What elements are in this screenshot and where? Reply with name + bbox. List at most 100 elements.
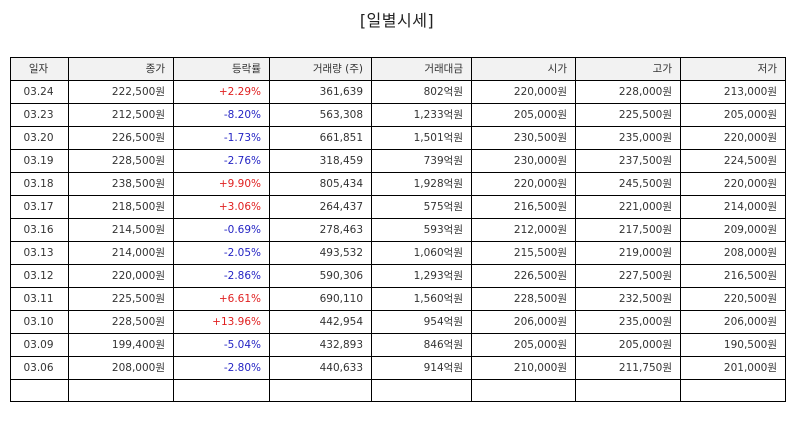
- table-row: 03.06 208,000원 -2.80% 440,633 914억원 210,000원 2…: [10, 356, 786, 380]
- table-row: 03.16 214,500원 -0.69% 278,463 593억원 212,000원 2…: [10, 218, 786, 242]
- close-cell: 228,500원: [68, 149, 174, 173]
- empty-cell: [680, 379, 786, 402]
- column-header-date: 일자: [10, 57, 69, 81]
- volume-cell: 563,308: [269, 103, 372, 127]
- volume-cell: 278,463: [269, 218, 372, 242]
- table-row: 03.24 222,500원 +2.29% 361,639 802억원 220,000원 2…: [10, 80, 786, 104]
- close-cell: 214,500원: [68, 218, 174, 242]
- date-cell: 03.18: [10, 172, 69, 196]
- table-row: 03.18 238,500원 +9.90% 805,434 1,928억원 220,000…: [10, 172, 786, 196]
- change-cell: -8.20%: [173, 103, 270, 127]
- high-cell: 235,000원: [575, 310, 681, 334]
- low-cell: 213,000원: [680, 80, 786, 104]
- open-cell: 220,000원: [471, 80, 576, 104]
- open-cell: 228,500원: [471, 287, 576, 311]
- high-cell: 227,500원: [575, 264, 681, 288]
- amount-cell: 802억원: [371, 80, 472, 104]
- high-cell: 219,000원: [575, 241, 681, 265]
- volume-cell: 805,434: [269, 172, 372, 196]
- low-cell: 224,500원: [680, 149, 786, 173]
- table-row: 03.11 225,500원 +6.61% 690,110 1,560억원 228,500…: [10, 287, 786, 311]
- low-cell: 214,000원: [680, 195, 786, 219]
- empty-cell: [173, 379, 270, 402]
- column-header-amount: 거래대금: [371, 57, 472, 81]
- amount-cell: 1,060억원: [371, 241, 472, 265]
- change-cell: +13.96%: [173, 310, 270, 334]
- volume-cell: 318,459: [269, 149, 372, 173]
- table-row: 03.09 199,400원 -5.04% 432,893 846억원 205,000원 2…: [10, 333, 786, 357]
- change-cell: -0.69%: [173, 218, 270, 242]
- date-cell: 03.06: [10, 356, 69, 380]
- table-row: 03.13 214,000원 -2.05% 493,532 1,060억원 215,500…: [10, 241, 786, 265]
- amount-cell: 1,560억원: [371, 287, 472, 311]
- close-cell: 208,000원: [68, 356, 174, 380]
- table-row: 03.12 220,000원 -2.86% 590,306 1,293억원 226,500…: [10, 264, 786, 288]
- column-header-high: 고가: [575, 57, 681, 81]
- high-cell: 228,000원: [575, 80, 681, 104]
- change-cell: -2.86%: [173, 264, 270, 288]
- volume-cell: 442,954: [269, 310, 372, 334]
- column-header-volume: 거래량 (주): [269, 57, 372, 81]
- close-cell: 212,500원: [68, 103, 174, 127]
- open-cell: 226,500원: [471, 264, 576, 288]
- change-cell: -5.04%: [173, 333, 270, 357]
- amount-cell: 1,928억원: [371, 172, 472, 196]
- empty-cell: [68, 379, 174, 402]
- date-cell: 03.23: [10, 103, 69, 127]
- volume-cell: 690,110: [269, 287, 372, 311]
- low-cell: 220,500원: [680, 287, 786, 311]
- amount-cell: 1,293억원: [371, 264, 472, 288]
- open-cell: 230,500원: [471, 126, 576, 150]
- empty-cell: [10, 379, 69, 402]
- low-cell: 220,000원: [680, 126, 786, 150]
- close-cell: 220,000원: [68, 264, 174, 288]
- date-cell: 03.20: [10, 126, 69, 150]
- low-cell: 216,500원: [680, 264, 786, 288]
- amount-cell: 575억원: [371, 195, 472, 219]
- low-cell: 208,000원: [680, 241, 786, 265]
- volume-cell: 432,893: [269, 333, 372, 357]
- change-cell: -2.76%: [173, 149, 270, 173]
- date-cell: 03.13: [10, 241, 69, 265]
- close-cell: 238,500원: [68, 172, 174, 196]
- table-header-row: 일자 종가 등락률 거래량 (주) 거래대금 시가 고가 저가: [10, 57, 786, 81]
- change-cell: -2.05%: [173, 241, 270, 265]
- date-cell: 03.12: [10, 264, 69, 288]
- date-cell: 03.24: [10, 80, 69, 104]
- open-cell: 206,000원: [471, 310, 576, 334]
- table-row: 03.23 212,500원 -8.20% 563,308 1,233억원 205,000…: [10, 103, 786, 127]
- column-header-change: 등락률: [173, 57, 270, 81]
- low-cell: 206,000원: [680, 310, 786, 334]
- low-cell: 220,000원: [680, 172, 786, 196]
- table-row: 03.10 228,500원 +13.96% 442,954 954억원 206,000원…: [10, 310, 786, 334]
- page-title: [일별시세]: [359, 11, 435, 30]
- date-cell: 03.16: [10, 218, 69, 242]
- open-cell: 205,000원: [471, 333, 576, 357]
- volume-cell: 493,532: [269, 241, 372, 265]
- high-cell: 221,000원: [575, 195, 681, 219]
- high-cell: 245,500원: [575, 172, 681, 196]
- close-cell: 222,500원: [68, 80, 174, 104]
- volume-cell: 590,306: [269, 264, 372, 288]
- open-cell: 215,500원: [471, 241, 576, 265]
- high-cell: 205,000원: [575, 333, 681, 357]
- open-cell: 216,500원: [471, 195, 576, 219]
- amount-cell: 954억원: [371, 310, 472, 334]
- amount-cell: 914억원: [371, 356, 472, 380]
- empty-table-row: [10, 379, 786, 402]
- column-header-open: 시가: [471, 57, 576, 81]
- volume-cell: 440,633: [269, 356, 372, 380]
- change-cell: +6.61%: [173, 287, 270, 311]
- open-cell: 220,000원: [471, 172, 576, 196]
- change-cell: +9.90%: [173, 172, 270, 196]
- date-cell: 03.11: [10, 287, 69, 311]
- close-cell: 218,500원: [68, 195, 174, 219]
- open-cell: 210,000원: [471, 356, 576, 380]
- date-cell: 03.10: [10, 310, 69, 334]
- low-cell: 205,000원: [680, 103, 786, 127]
- high-cell: 225,500원: [575, 103, 681, 127]
- high-cell: 217,500원: [575, 218, 681, 242]
- low-cell: 190,500원: [680, 333, 786, 357]
- volume-cell: 264,437: [269, 195, 372, 219]
- table-body: 03.24 222,500원 +2.29% 361,639 802억원 220,000원 2…: [10, 80, 786, 402]
